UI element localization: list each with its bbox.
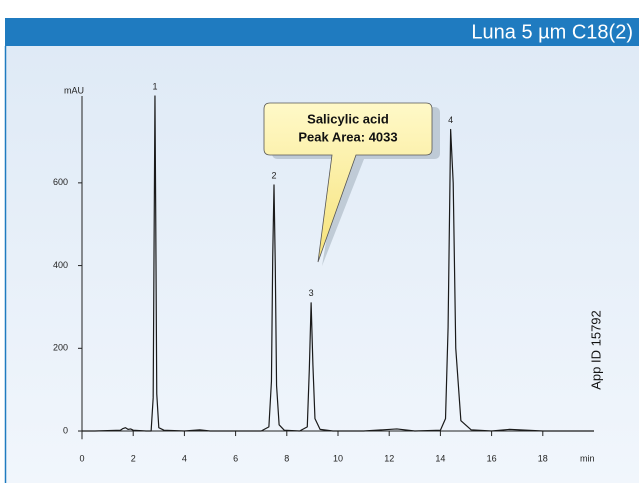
x-tick-label: 8	[284, 453, 289, 463]
callout-box	[263, 102, 433, 263]
peak-label: 1	[152, 81, 157, 91]
peak-label: 4	[448, 115, 453, 125]
x-axis-label: min	[580, 453, 595, 463]
y-axis-label: mAU	[64, 85, 84, 95]
y-tick-label: 400	[53, 260, 68, 270]
chromatogram-line	[82, 95, 594, 432]
callout-line: Salicylic acid	[307, 111, 389, 126]
x-tick-label: 4	[182, 453, 187, 463]
x-tick-label: 2	[131, 453, 136, 463]
y-tick-label: 0	[63, 425, 68, 435]
peak-label: 2	[271, 170, 276, 180]
x-tick-label: 14	[435, 453, 445, 463]
y-tick-label: 200	[53, 343, 68, 353]
x-tick-label: 18	[538, 453, 548, 463]
x-tick-label: 16	[487, 453, 497, 463]
y-tick-label: 600	[53, 177, 68, 187]
x-tick-label: 12	[384, 453, 394, 463]
header-title: Luna 5 µm C18(2)	[471, 21, 633, 43]
x-tick-label: 0	[79, 453, 84, 463]
peak-label: 3	[309, 288, 314, 298]
app-id: App ID 15792	[588, 310, 603, 390]
callout-line: Peak Area: 4033	[298, 129, 397, 144]
x-tick-label: 6	[233, 453, 238, 463]
header-bar	[5, 18, 639, 46]
x-tick-label: 10	[333, 453, 343, 463]
